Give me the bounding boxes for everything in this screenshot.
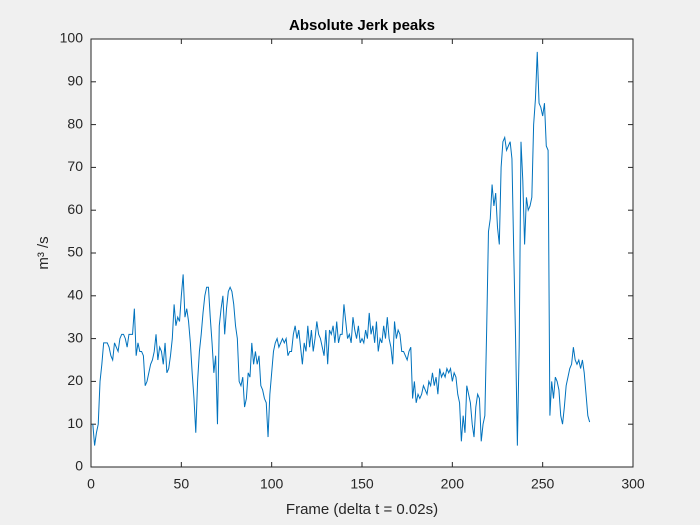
plot-area: [91, 39, 633, 467]
x-tick-label: 300: [621, 476, 645, 492]
x-tick-label: 200: [441, 476, 465, 492]
y-tick-label: 60: [67, 201, 83, 217]
x-tick-label: 100: [260, 476, 284, 492]
y-tick-label: 20: [67, 372, 83, 388]
y-tick-label: 50: [67, 244, 83, 260]
x-tick-label: 150: [350, 476, 374, 492]
y-tick-label: 100: [60, 30, 84, 46]
y-axis-label: m³ /s: [35, 236, 52, 269]
x-axis-label: Frame (delta t = 0.02s): [286, 501, 438, 518]
axes-box: [90, 38, 634, 468]
y-tick-label: 0: [75, 458, 83, 474]
y-tick-label: 40: [67, 287, 83, 303]
y-tick-label: 80: [67, 115, 83, 131]
chart-title: Absolute Jerk peaks: [289, 17, 435, 34]
x-tick-label: 250: [531, 476, 555, 492]
y-tick-label: 30: [67, 329, 83, 345]
x-tick-label: 0: [87, 476, 95, 492]
data-line: [92, 51, 591, 446]
y-tick-label: 10: [67, 415, 83, 431]
y-tick-label: 70: [67, 158, 83, 174]
y-tick-label: 90: [67, 73, 83, 89]
x-tick-label: 50: [174, 476, 190, 492]
